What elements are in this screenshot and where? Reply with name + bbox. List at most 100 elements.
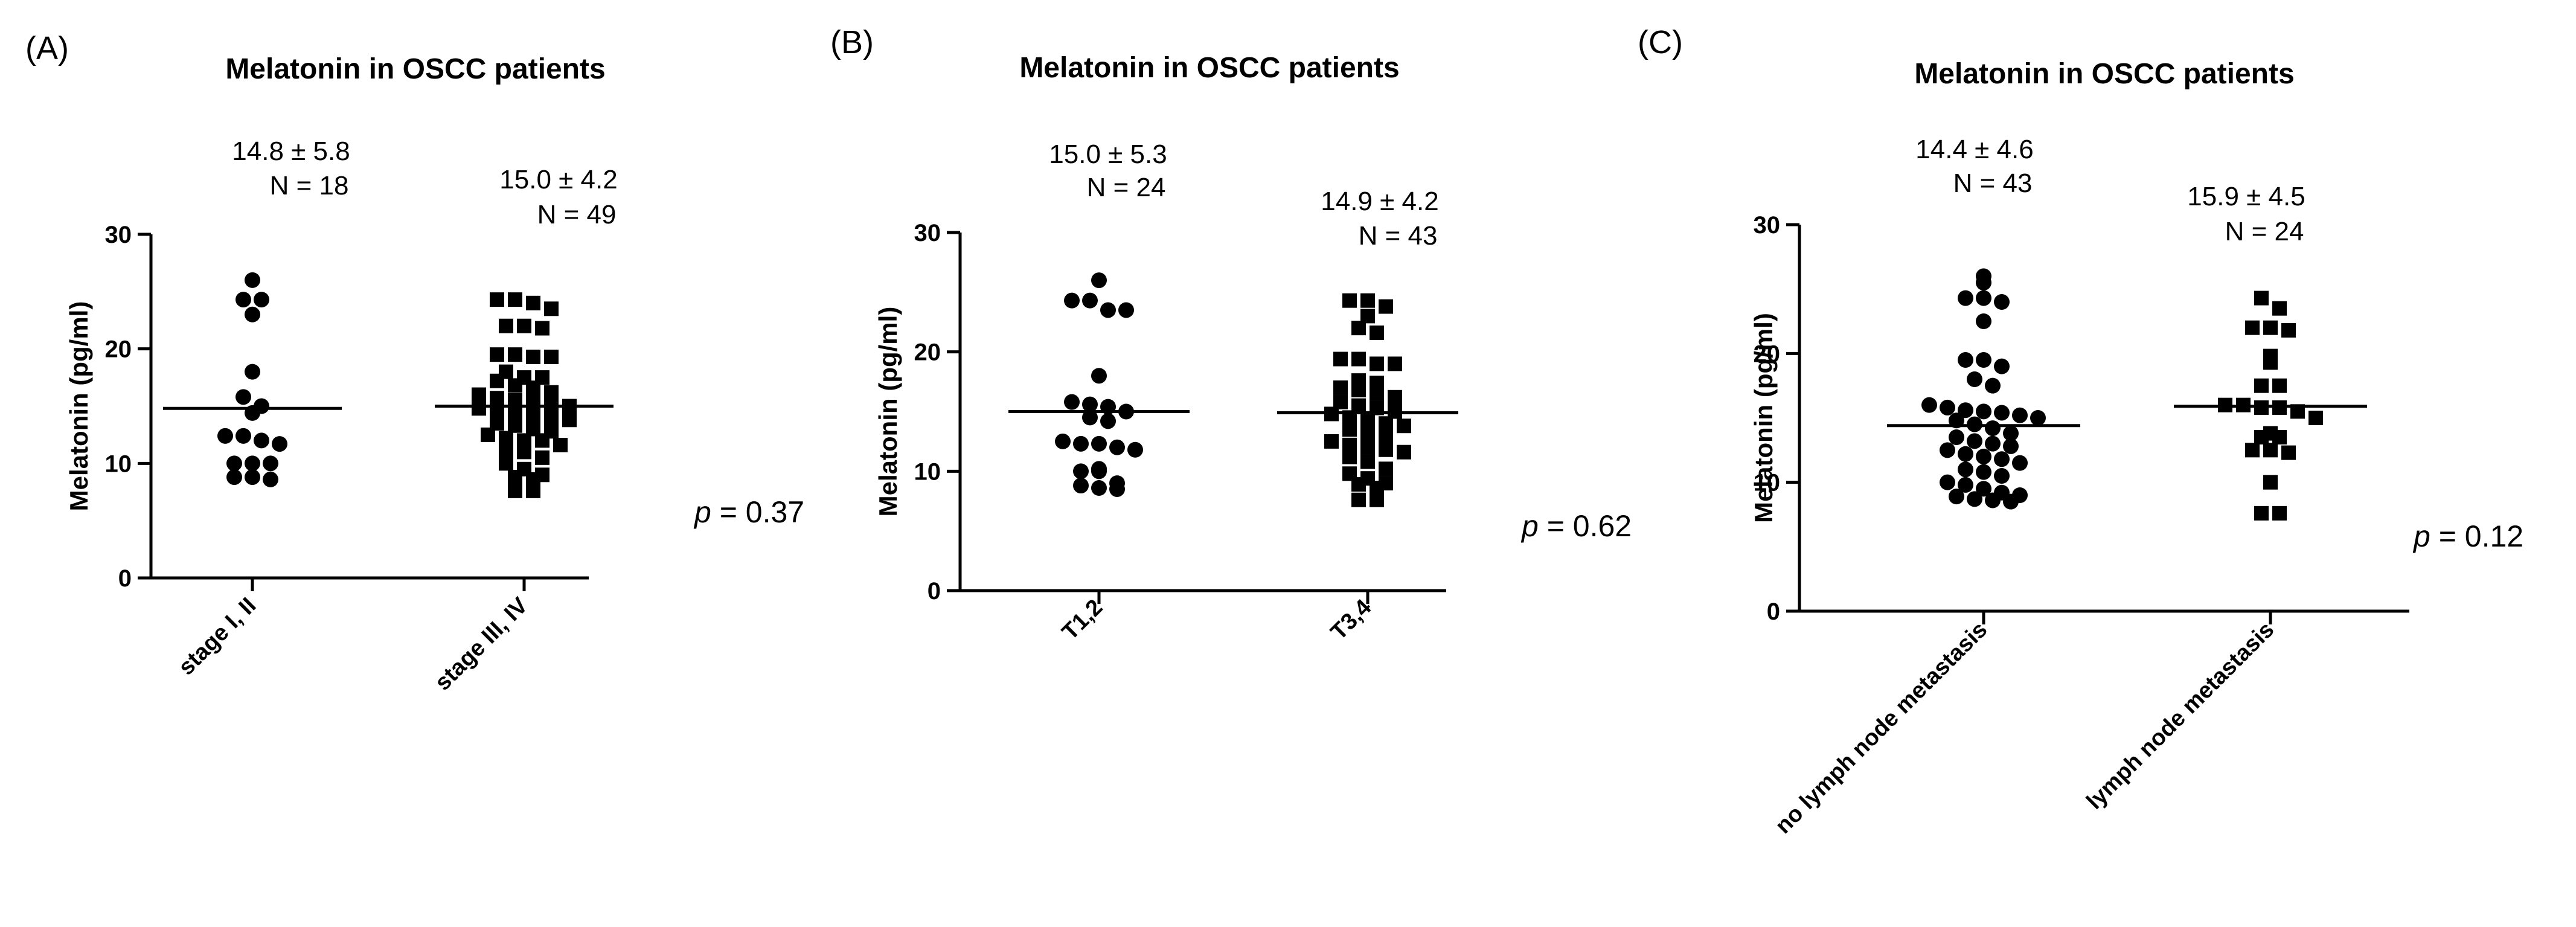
data-point	[490, 347, 504, 362]
data-point	[2263, 475, 2278, 490]
data-point	[1379, 299, 1393, 314]
data-point	[544, 410, 559, 425]
data-point	[2263, 443, 2278, 458]
data-point	[2245, 320, 2260, 335]
data-point	[1985, 435, 2001, 452]
data-point	[499, 431, 513, 446]
data-point	[1091, 435, 1107, 452]
data-point	[1360, 309, 1375, 324]
data-point	[2308, 411, 2323, 425]
data-point	[263, 471, 278, 487]
data-point	[508, 405, 522, 420]
chart-title: Melatonin in OSCC patients	[225, 53, 605, 85]
data-point	[1351, 373, 1366, 388]
data-point	[2012, 487, 2028, 503]
data-point	[508, 418, 522, 433]
data-point	[499, 456, 513, 471]
data-point	[1091, 461, 1107, 477]
data-point	[1940, 474, 1955, 490]
data-point	[1958, 352, 1973, 368]
data-point	[272, 436, 287, 452]
data-point	[1379, 461, 1393, 476]
data-point	[535, 321, 549, 336]
data-point	[2254, 378, 2269, 393]
data-point	[1967, 371, 1982, 387]
data-point	[472, 401, 486, 416]
data-point	[1921, 397, 1937, 413]
data-point	[1091, 272, 1107, 289]
data-point	[1967, 491, 1982, 507]
data-point	[1949, 489, 1964, 505]
data-point	[1055, 433, 1071, 449]
data-point	[1324, 434, 1339, 449]
data-point	[1127, 441, 1143, 458]
mean-sd-label: 14.4 ± 4.6	[1915, 135, 2033, 164]
data-point	[1985, 377, 2001, 394]
mean-sd-label: 15.0 ± 5.3	[1049, 140, 1167, 169]
data-point	[1994, 484, 2010, 501]
data-point	[1976, 352, 1991, 368]
data-point	[490, 415, 504, 431]
data-point	[544, 349, 559, 364]
mean-sd-label: 14.9 ± 4.2	[1321, 187, 1438, 216]
data-point	[1397, 444, 1411, 460]
y-tick-label: 30	[914, 220, 941, 246]
n-label: N = 43	[1953, 168, 2033, 198]
data-point	[1958, 461, 1973, 478]
data-point	[245, 272, 260, 288]
panel-label: (C)	[1638, 24, 1683, 60]
data-point	[1351, 492, 1366, 507]
data-point	[2254, 290, 2269, 306]
p-value-text: = 0.62	[1539, 509, 1632, 543]
data-point	[508, 347, 522, 362]
data-point	[1091, 480, 1107, 496]
data-point	[1073, 463, 1089, 480]
data-point	[226, 469, 242, 486]
y-tick-label: 20	[914, 339, 941, 366]
n-label: N = 43	[1359, 221, 1438, 251]
data-point	[2003, 425, 2019, 441]
data-point	[526, 422, 540, 437]
data-point	[1958, 402, 1973, 419]
data-point	[2003, 438, 2019, 454]
data-point	[2263, 426, 2278, 441]
data-point	[1994, 468, 2010, 484]
data-point	[245, 306, 260, 322]
data-point	[1370, 356, 1384, 371]
data-point	[490, 391, 504, 406]
data-point	[2030, 410, 2046, 426]
data-point	[1379, 430, 1393, 445]
y-tick-label: 30	[1754, 212, 1781, 239]
data-point	[1958, 476, 1973, 493]
data-point	[1091, 368, 1107, 384]
data-point	[1985, 420, 2001, 437]
data-point	[1333, 394, 1348, 409]
data-point	[1976, 481, 1991, 497]
data-point	[1388, 390, 1402, 405]
data-point	[1109, 439, 1125, 455]
y-tick-label: 10	[914, 458, 941, 485]
data-point	[217, 428, 233, 444]
data-point	[499, 364, 513, 379]
y-tick-label: 20	[1754, 341, 1781, 367]
data-point	[508, 483, 522, 498]
p-value-text: = 0.37	[711, 495, 804, 529]
data-point	[254, 432, 269, 449]
data-point	[1958, 290, 1973, 306]
y-tick-label: 0	[928, 578, 941, 605]
data-point	[499, 318, 513, 333]
y-tick-label: 10	[1754, 470, 1781, 496]
p-value-symbol: p	[1520, 509, 1539, 543]
data-point	[2012, 455, 2028, 471]
data-point	[1082, 409, 1098, 426]
data-point	[1109, 475, 1125, 492]
y-axis-label: Melatonin (pg/ml)	[65, 301, 93, 512]
data-point	[472, 387, 486, 402]
category-label: no lymph node metastasis	[1770, 617, 1992, 839]
data-point	[235, 428, 251, 444]
data-point	[1064, 394, 1080, 410]
p-value: p = 0.37	[693, 495, 804, 529]
mean-sd-label: 15.0 ± 4.2	[499, 165, 617, 194]
y-tick-label: 20	[105, 336, 132, 363]
